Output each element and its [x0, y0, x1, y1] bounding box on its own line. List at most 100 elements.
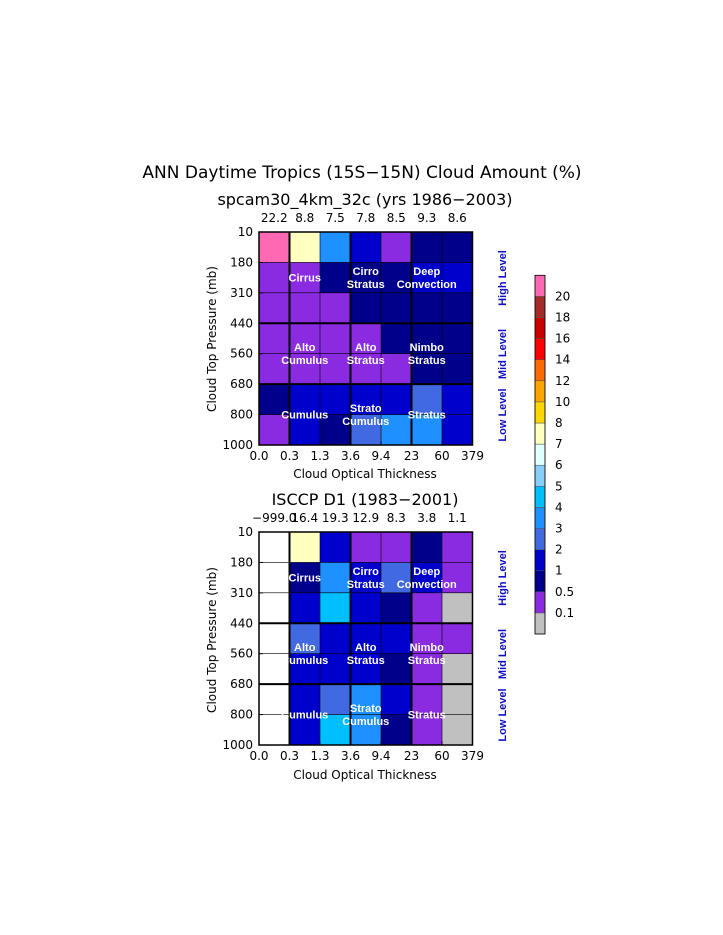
panel2-cell-r3-c6	[442, 623, 473, 655]
panel2-cell-r2-c2	[320, 592, 351, 624]
panel2-cell-r3-c0	[259, 623, 290, 655]
panel1-cell-r2-c4	[381, 292, 412, 324]
panel2-cell-r5-c1	[289, 684, 321, 715]
panel2-level-low: Low Level	[497, 688, 509, 741]
panel1-cell-r0-c0	[259, 232, 290, 263]
panel1-cell-r2-c0	[259, 292, 290, 324]
panel1-x-tick-label: 0.3	[280, 449, 299, 463]
panel1-cell-r4-c3	[350, 353, 382, 385]
panel1-y-tick-label: 440	[230, 316, 253, 330]
panel2-cell-r0-c4	[381, 532, 412, 563]
panel1-x-tick-label: 23	[404, 449, 419, 463]
colorbar-tick-label: 12	[555, 374, 570, 388]
panel2-region-label: Cumulus	[281, 710, 328, 722]
panel2-y-tick-label: 180	[230, 555, 253, 569]
panel1-cell-r0-c4	[381, 232, 412, 263]
panel1-cell-r6-c3	[350, 414, 382, 446]
panel2-cell-r4-c6	[442, 653, 473, 685]
panel1-cell-r6-c1	[289, 414, 321, 446]
colorbar-swatch	[534, 296, 546, 318]
panel2-cell-r6-c3	[350, 714, 382, 746]
panel1-region-label: Alto Stratus	[347, 342, 385, 367]
colorbar-tick-label: 3	[555, 522, 563, 536]
panel1-cell-r6-c2	[320, 414, 351, 446]
colorbar-tick-label: 6	[555, 458, 563, 472]
panel1-cell-r1-c4	[381, 262, 412, 294]
panel1-cell-r4-c1	[289, 353, 321, 385]
panel1-column-total: 7.8	[356, 211, 375, 225]
panel2-cell-r1-c2	[320, 562, 351, 594]
panel1-cell-r6-c5	[411, 414, 443, 446]
panel1-region-label: Deep Convection	[397, 266, 457, 291]
colorbar-tick-label: 10	[555, 395, 570, 409]
panel1-cell-r4-c6	[442, 353, 473, 385]
colorbar-tick-label: 8	[555, 416, 563, 430]
panel2-cell-r6-c5	[411, 714, 443, 746]
colorbar-swatch	[534, 612, 546, 635]
colorbar-swatch	[534, 464, 546, 487]
panel1-cell-r0-c3	[350, 232, 382, 263]
panel1-region-label: Nimbo Stratus	[408, 342, 446, 367]
colorbar-tick-label: 1	[555, 564, 563, 578]
colorbar-swatch	[534, 507, 546, 529]
panel2-column-total: 3.8	[417, 511, 436, 525]
colorbar-frame	[534, 274, 546, 635]
panel1-column-total: 7.5	[326, 211, 345, 225]
panel2-heatmap: 0.0 0.3 1.3 3.6 9.4 23 60 379 10 180 310 440 560 680 8…	[222, 511, 484, 763]
colorbar-tick-label: 20	[555, 289, 570, 303]
colorbar-tick-label: 5	[555, 479, 563, 493]
panel1-cell-r1-c2	[320, 262, 351, 294]
panel2-cell-r3-c3	[350, 623, 382, 655]
panel2-x-tick-label: 0.3	[280, 749, 299, 763]
colorbar-swatch	[534, 338, 546, 360]
panel1-cell-r0-c5	[411, 232, 443, 263]
panel2-y-tick-label: 680	[230, 677, 253, 691]
panel2-column-total: 1.1	[448, 511, 467, 525]
panel1-y-tick-label: 180	[230, 255, 253, 269]
panel2-cell-r4-c2	[320, 653, 351, 685]
panel2-cell-r4-c0	[259, 653, 290, 685]
panel2-cell-r3-c1	[289, 623, 321, 655]
colorbar-swatch	[534, 422, 546, 445]
panel2-cell-r4-c5	[411, 653, 443, 685]
panel1-cell-r4-c0	[259, 353, 290, 385]
panel2-level-high: High Level	[497, 550, 509, 606]
colorbar-swatch	[534, 443, 546, 466]
panel1-cell-r4-c2	[320, 353, 351, 385]
colorbar-tick-label: 2	[555, 543, 563, 557]
panel1-cell-r5-c4	[381, 384, 412, 415]
panel2-cell-r1-c1	[289, 562, 321, 594]
panel2-region-label: Cirro Stratus	[347, 566, 385, 591]
panel1-cell-r0-c6	[442, 232, 473, 263]
panel2-x-tick-label: 0.0	[249, 749, 268, 763]
colorbar-tick-label: 0.1	[555, 606, 574, 620]
panel2-cell-r0-c1	[289, 532, 321, 563]
panel2-y-tick-label: 440	[230, 616, 253, 630]
panel1-x-label: Cloud Optical Thickness	[293, 467, 437, 481]
panel2-region-label: Alto Cumulus	[281, 642, 328, 667]
panel2-cell-r2-c1	[289, 592, 321, 624]
colorbar-tick-label: 0.5	[555, 585, 574, 599]
panel2-cell-r3-c2	[320, 623, 351, 655]
panel1-cell-r0-c2	[320, 232, 351, 263]
panel1-column-total: 8.8	[295, 211, 314, 225]
colorbar-swatch	[534, 549, 546, 571]
panel1-cell-r1-c6	[442, 262, 473, 294]
panel2-cell-r2-c5	[411, 592, 443, 624]
panel1-cell-r5-c1	[289, 384, 321, 415]
panel2-y-tick-label: 310	[230, 586, 253, 600]
panel1-y-tick-label: 10	[238, 225, 253, 239]
panel1-cell-r4-c4	[381, 353, 412, 385]
panel2-y-tick-label: 560	[230, 647, 253, 661]
panel2-region-label: Strato Cumulus	[342, 703, 389, 728]
panel1-x-tick-label: 379	[461, 449, 484, 463]
panel2-region-label: Alto Stratus	[347, 642, 385, 667]
panel2-y-tick-label: 800	[230, 708, 253, 722]
panel1-cell-r3-c5	[411, 323, 443, 355]
panel1-y-label: Cloud Top Pressure (mb)	[205, 266, 219, 412]
panel2-cell-r5-c2	[320, 684, 351, 715]
panel1-cell-r3-c4	[381, 323, 412, 355]
panel2-cell-r6-c4	[381, 714, 412, 746]
panel2-column-total: −999.0	[252, 511, 296, 525]
